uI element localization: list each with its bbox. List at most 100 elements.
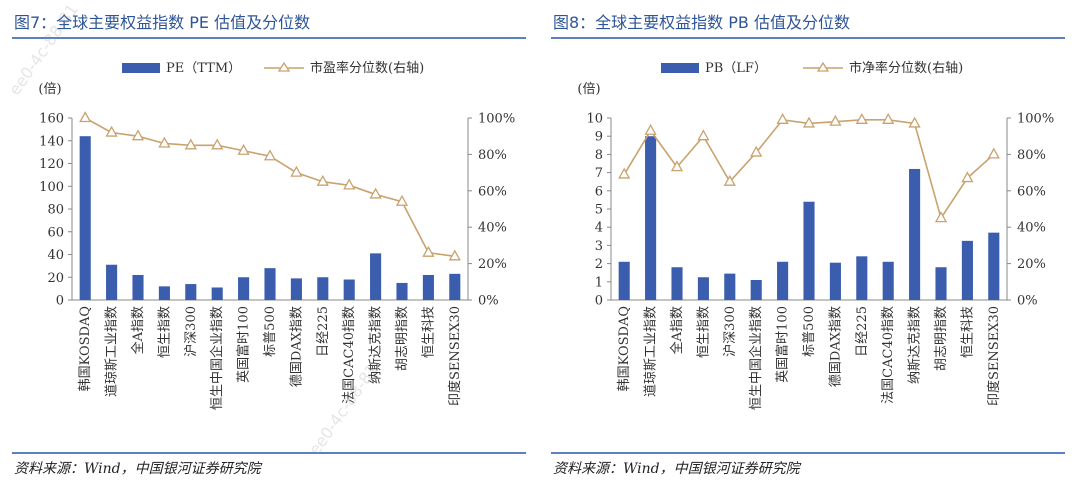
- left-tick-label: 80: [47, 203, 64, 218]
- category-label-8: 德国DAX指数: [828, 306, 843, 387]
- point-14: [448, 249, 461, 261]
- left-tick-label: 20: [47, 271, 64, 286]
- legend-bar-label: PB（LF）: [705, 61, 767, 76]
- category-label-8: 德国DAX指数: [289, 306, 304, 387]
- right-tick-label: 100%: [1017, 112, 1054, 127]
- right-tick-label: 100%: [478, 112, 515, 127]
- category-label-14: 印度SENSEX30: [447, 306, 463, 406]
- category-label-7: 标普500: [263, 306, 278, 357]
- right-tick-label: 80%: [1017, 148, 1046, 163]
- point-6: [237, 143, 250, 155]
- figure-8-title: 图8：全球主要权益指数 PB 估值及分位数: [553, 13, 850, 32]
- left-tick-label: 160: [39, 112, 64, 127]
- category-label-9: 日经225: [855, 306, 870, 357]
- point-2: [670, 160, 684, 172]
- category-label-4: 沪深300: [183, 306, 199, 357]
- point-13: [961, 171, 974, 183]
- bar-5: [750, 279, 762, 300]
- point-11: [369, 187, 382, 199]
- point-0: [79, 111, 92, 123]
- right-tick-label: 80%: [478, 148, 507, 163]
- bar-0: [618, 261, 630, 300]
- category-label-4: 沪深300: [722, 306, 738, 357]
- category-label-0: 韩国KOSDAQ: [617, 306, 632, 391]
- category-label-1: 道琼斯工业指数: [644, 306, 659, 397]
- point-8: [829, 114, 842, 126]
- bar-4: [185, 284, 197, 300]
- title-rule: [551, 37, 1065, 39]
- bar-7: [264, 268, 276, 300]
- left-tick-label: 9: [595, 130, 603, 145]
- left-tick-label: 140: [39, 134, 64, 149]
- category-label-10: 法国CAC40指数: [881, 306, 896, 404]
- category-label-2: 全A指数: [130, 306, 146, 354]
- left-tick-label: 120: [39, 157, 64, 172]
- category-label-7: 标普500: [802, 306, 817, 357]
- left-tick-label: 0: [595, 294, 603, 309]
- right-tick-label: 60%: [1017, 184, 1046, 199]
- point-0: [618, 167, 631, 179]
- left-tick-label: 1: [595, 275, 603, 290]
- point-1: [105, 125, 118, 137]
- bar-14: [988, 232, 1000, 300]
- category-label-5: 恒生中国企业指数: [209, 306, 225, 410]
- left-tick-label: 2: [595, 257, 603, 272]
- category-label-0: 韩国KOSDAQ: [78, 306, 93, 391]
- point-7: [802, 116, 816, 128]
- right-tick-label: 60%: [478, 184, 507, 199]
- category-label-12: 胡志明指数: [395, 306, 410, 371]
- bar-3: [697, 277, 709, 300]
- point-13: [422, 245, 435, 257]
- bar-11: [909, 168, 921, 300]
- point-12: [395, 194, 409, 206]
- point-7: [263, 149, 277, 161]
- point-1: [644, 123, 657, 135]
- point-9: [855, 112, 868, 124]
- bar-13: [422, 274, 434, 300]
- category-label-1: 道琼斯工业指数: [105, 306, 120, 397]
- legend-bar-label: PE（TTM）: [166, 61, 241, 76]
- legend-bar-swatch: [661, 63, 699, 73]
- right-tick-label: 40%: [1017, 221, 1046, 236]
- bar-9: [856, 256, 868, 300]
- bar-9: [317, 277, 329, 300]
- bar-6: [238, 277, 250, 300]
- category-label-3: 恒生指数: [157, 306, 172, 358]
- legend: PB（LF） 市净率分位数(右轴): [661, 60, 963, 76]
- right-tick-label: 20%: [478, 257, 507, 272]
- category-label-12: 胡志明指数: [934, 306, 949, 371]
- source-rule: [551, 452, 1065, 454]
- category-label-2: 全A指数: [669, 306, 685, 354]
- bar-2: [132, 274, 144, 300]
- source-rule: [12, 452, 526, 454]
- left-tick-label: 3: [595, 239, 603, 254]
- bar-2: [671, 267, 683, 300]
- right-tick-label: 20%: [1017, 257, 1046, 272]
- category-label-13: 恒生科技: [960, 306, 975, 358]
- bar-8: [290, 278, 302, 300]
- right-tick-label: 0%: [1017, 294, 1038, 309]
- left-tick-label: 5: [595, 203, 603, 218]
- title-rule: [12, 37, 526, 39]
- legend-bar-swatch: [122, 63, 160, 73]
- point-12: [934, 211, 948, 223]
- point-5: [211, 138, 224, 150]
- bar-5: [211, 287, 223, 300]
- y-unit-label: (倍): [577, 82, 600, 97]
- bar-10: [882, 261, 894, 300]
- point-10: [882, 112, 895, 124]
- point-11: [908, 116, 921, 128]
- legend: PE（TTM） 市盈率分位数(右轴): [122, 60, 424, 76]
- point-5: [750, 145, 763, 157]
- category-label-6: 英国富时100: [775, 306, 791, 383]
- figure-7-title: 图7：全球主要权益指数 PE 估值及分位数: [14, 13, 311, 32]
- point-10: [343, 178, 356, 190]
- figure-7-panel: 图7：全球主要权益指数 PE 估值及分位数 PE（TTM） 市盈率分位数(右轴) (…: [12, 0, 526, 485]
- bar-3: [158, 286, 170, 300]
- point-14: [987, 147, 1000, 159]
- category-label-13: 恒生科技: [421, 306, 436, 358]
- source-note: 资料来源：Wind，中国银河证券研究院: [14, 461, 261, 477]
- right-tick-label: 0%: [478, 294, 499, 309]
- category-label-11: 纳斯达克指数: [369, 306, 384, 384]
- point-2: [131, 129, 145, 141]
